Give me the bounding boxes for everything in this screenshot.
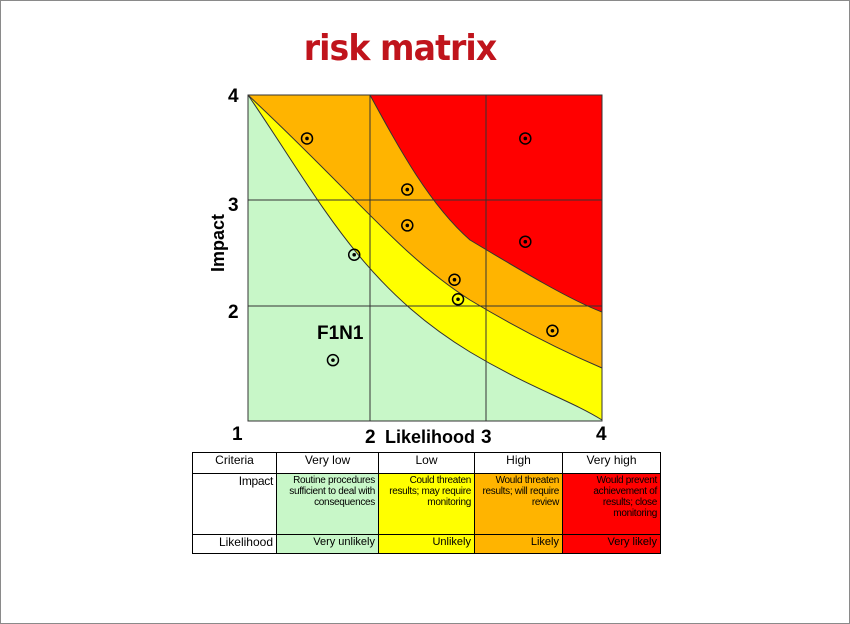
header-very-high: Very high xyxy=(562,452,661,474)
impact-very-low: Routine procedures sufficient to deal wi… xyxy=(276,473,379,535)
likelihood-unlikely: Unlikely xyxy=(378,534,475,554)
header-criteria: Criteria xyxy=(192,452,277,474)
data-point-ring xyxy=(326,353,340,367)
data-point-ring xyxy=(451,293,465,306)
data-point-ring xyxy=(519,235,532,248)
data-point-center xyxy=(352,252,357,257)
data-point-center xyxy=(331,358,335,362)
data-point-ring xyxy=(448,273,461,286)
likelihood-row: Likelihood Very unlikely Unlikely Likely… xyxy=(192,534,661,554)
data-point xyxy=(300,132,314,145)
impact-very-high: Would prevent achievement of results; cl… xyxy=(562,473,661,535)
data-point-center xyxy=(405,187,410,192)
plot-border xyxy=(247,94,603,422)
data-point xyxy=(326,353,340,367)
impact-row-label: Impact xyxy=(192,473,277,535)
data-points xyxy=(300,132,559,367)
impact-row: Impact Routine procedures sufficient to … xyxy=(192,473,661,535)
likelihood-row-label: Likelihood xyxy=(192,534,277,554)
y-tick-2: 2 xyxy=(228,302,239,323)
y-tick-3: 3 xyxy=(228,195,239,216)
x-tick-2: 2 xyxy=(365,427,376,448)
y-axis-label: Impact xyxy=(208,214,228,272)
data-point xyxy=(401,219,414,232)
likelihood-very-likely: Very likely xyxy=(562,534,661,554)
data-point-ring xyxy=(347,248,361,261)
x-tick-3: 3 xyxy=(481,427,492,448)
zone-annotation: F1N1 xyxy=(317,323,364,344)
zone-low xyxy=(248,95,602,420)
boundary-low-high xyxy=(247,94,603,421)
data-point-ring xyxy=(300,132,314,145)
likelihood-likely: Likely xyxy=(474,534,563,554)
impact-low: Could threaten results; may require moni… xyxy=(378,473,475,535)
criteria-table: Criteria Very low Low High Very high Imp… xyxy=(192,452,661,554)
data-point-ring xyxy=(519,132,532,145)
data-point-center xyxy=(550,329,555,333)
x-tick-1: 1 xyxy=(232,424,243,445)
data-point xyxy=(401,183,414,196)
header-very-low: Very low xyxy=(276,452,379,474)
data-point xyxy=(519,132,532,145)
data-point-center xyxy=(456,297,460,302)
data-point-ring xyxy=(401,183,414,196)
header-low: Low xyxy=(378,452,475,474)
likelihood-very-unlikely: Very unlikely xyxy=(276,534,379,554)
zone-high xyxy=(248,95,602,368)
grid-lines xyxy=(248,95,602,421)
data-point-center xyxy=(523,239,528,244)
x-tick-4: 4 xyxy=(596,424,607,445)
data-point xyxy=(451,293,465,306)
chart-title: risk matrix xyxy=(303,28,498,69)
boundary-veryhigh xyxy=(369,94,603,313)
data-point-center xyxy=(523,136,528,141)
data-point xyxy=(347,248,361,261)
data-point-ring xyxy=(546,324,559,338)
data-point-ring xyxy=(401,219,414,232)
boundary-high-veryhigh xyxy=(247,94,603,369)
criteria-header-row: Criteria Very low Low High Very high xyxy=(192,452,661,474)
data-point-center xyxy=(305,136,309,141)
header-high: High xyxy=(474,452,563,474)
data-point xyxy=(519,235,532,248)
data-point-center xyxy=(405,223,410,228)
data-point-center xyxy=(452,277,457,282)
y-tick-4: 4 xyxy=(228,86,239,107)
data-point xyxy=(546,324,559,338)
data-point xyxy=(448,273,461,286)
impact-high: Would threaten results; will require rev… xyxy=(474,473,563,535)
x-axis-label: Likelihood xyxy=(385,427,475,447)
